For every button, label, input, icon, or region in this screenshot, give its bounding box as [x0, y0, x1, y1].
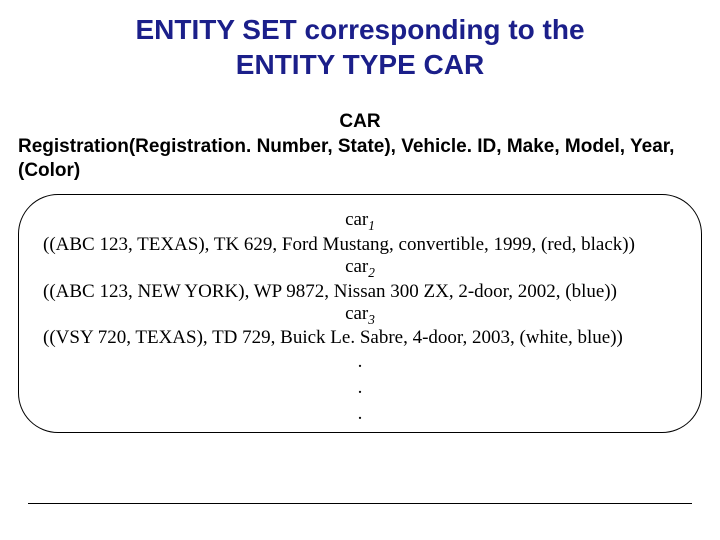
- ellipsis-dot: .: [29, 349, 691, 375]
- entity-tuple: ((ABC 123, TEXAS), TK 629, Ford Mustang,…: [29, 234, 691, 256]
- footer-rule: [28, 503, 692, 504]
- slide-title: ENTITY SET corresponding to the ENTITY T…: [0, 0, 720, 82]
- entity-set-box: car1 ((ABC 123, TEXAS), TK 629, Ford Mus…: [18, 194, 702, 433]
- entity-label: car3: [29, 303, 691, 328]
- schema-attributes: Registration(Registration. Number, State…: [0, 135, 720, 184]
- schema-name: CAR: [0, 110, 720, 135]
- entity-tuple: ((VSY 720, TEXAS), TD 729, Buick Le. Sab…: [29, 327, 691, 349]
- title-line-2: ENTITY TYPE CAR: [0, 47, 720, 82]
- entity-entry: car3 ((VSY 720, TEXAS), TD 729, Buick Le…: [29, 303, 691, 350]
- entity-tuple: ((ABC 123, NEW YORK), WP 9872, Nissan 30…: [29, 281, 691, 303]
- ellipsis-dot: .: [29, 375, 691, 401]
- entity-entry: car1 ((ABC 123, TEXAS), TK 629, Ford Mus…: [29, 209, 691, 256]
- ellipsis: . . .: [29, 349, 691, 426]
- entity-entry: car2 ((ABC 123, NEW YORK), WP 9872, Niss…: [29, 256, 691, 303]
- title-line-1: ENTITY SET corresponding to the: [0, 12, 720, 47]
- entity-label: car2: [29, 256, 691, 281]
- ellipsis-dot: .: [29, 401, 691, 427]
- schema-spec: CAR Registration(Registration. Number, S…: [0, 110, 720, 184]
- entity-label: car1: [29, 209, 691, 234]
